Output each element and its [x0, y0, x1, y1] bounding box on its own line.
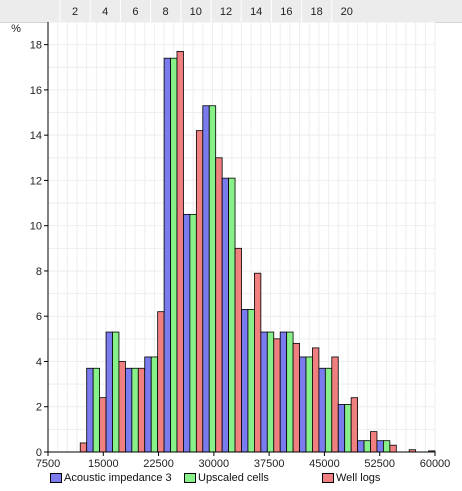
upscaled-cells-bar	[324, 367, 333, 453]
top-tick-label: 8	[163, 6, 169, 18]
acoustic-impedance-bar	[299, 356, 307, 453]
legend-strip	[0, 464, 462, 491]
x-tick-label: 60000	[420, 458, 451, 470]
x-tick-label: 7500	[36, 458, 60, 470]
well-logs-bar	[118, 361, 126, 453]
well-logs-bar	[312, 347, 320, 453]
x-tick-label: 52500	[364, 458, 395, 470]
top-tick-label: 6	[132, 6, 138, 18]
top-tick-label: 12	[220, 6, 232, 18]
upscaled-cells-bar	[228, 177, 236, 453]
upscaled-cells-bar	[208, 105, 217, 453]
acoustic-impedance-bar	[105, 331, 113, 453]
legend-swatch-upscaled-cells	[184, 473, 196, 483]
acoustic-impedance-bar	[163, 57, 171, 453]
y-axis-unit-label: %	[11, 23, 21, 35]
top-tick-label: 14	[250, 6, 262, 18]
legend: Acoustic impedance 3 Upscaled cells Well…	[0, 472, 462, 488]
acoustic-impedance-bar	[86, 367, 94, 453]
well-logs-bar	[99, 397, 107, 453]
well-logs-bar	[137, 367, 146, 453]
upscaled-cells-bar	[344, 404, 352, 453]
well-logs-bar	[157, 311, 165, 453]
y-tick-label: 16	[30, 85, 42, 97]
upscaled-cells-bar	[112, 331, 120, 453]
acoustic-impedance-bar	[144, 356, 152, 453]
upscaled-cells-bar	[266, 331, 275, 453]
upscaled-cells-bar	[363, 440, 371, 453]
acoustic-impedance-bar	[125, 367, 133, 453]
upscaled-cells-bar	[305, 356, 313, 453]
y-tick-label: 0	[36, 447, 42, 459]
x-tick-label: 15000	[88, 458, 119, 470]
top-tick-label: 20	[341, 6, 353, 18]
well-logs-bar	[370, 431, 378, 453]
upscaled-cells-bar	[131, 367, 139, 453]
y-tick-label: 2	[36, 402, 42, 414]
well-logs-bar	[215, 157, 223, 453]
well-logs-bar	[253, 272, 262, 453]
upscaled-cells-bar	[382, 440, 391, 453]
y-tick-label: 6	[36, 311, 42, 323]
y-tick-label: 10	[30, 221, 42, 233]
legend-item-well-logs: Well logs	[322, 472, 380, 484]
top-tick-label: 2	[72, 6, 78, 18]
well-logs-bar	[234, 247, 242, 453]
legend-label-upscaled-cells: Upscaled cells	[198, 472, 269, 484]
well-logs-bar	[389, 444, 397, 453]
legend-item-upscaled-cells: Upscaled cells	[184, 472, 269, 484]
upscaled-cells-bar	[286, 331, 294, 453]
acoustic-impedance-bar	[202, 105, 210, 453]
well-logs-bar	[350, 397, 358, 453]
x-tick-label: 22500	[143, 458, 174, 470]
x-tick-label: 30000	[199, 458, 230, 470]
acoustic-impedance-bar	[241, 309, 249, 453]
well-logs-bar	[331, 356, 339, 453]
acoustic-impedance-bar	[337, 404, 346, 453]
top-tick-label: 18	[310, 6, 322, 18]
upscaled-cells-bar	[92, 367, 101, 453]
upscaled-cells-bar	[189, 213, 197, 453]
acoustic-impedance-bar	[221, 177, 229, 453]
top-tick-label: 16	[280, 6, 292, 18]
legend-swatch-acoustic-impedance	[50, 473, 62, 483]
legend-label-acoustic-impedance: Acoustic impedance 3	[64, 472, 172, 484]
legend-label-well-logs: Well logs	[336, 472, 381, 484]
well-logs-bar	[195, 130, 204, 453]
well-logs-bar	[292, 342, 300, 453]
upscaled-cells-bar	[150, 356, 159, 453]
acoustic-impedance-bar	[279, 331, 288, 453]
acoustic-impedance-bar	[357, 440, 365, 453]
acoustic-impedance-bar	[260, 331, 268, 453]
x-tick-label: 45000	[309, 458, 340, 470]
y-tick-label: 4	[36, 356, 42, 368]
well-logs-bar	[273, 338, 281, 453]
y-tick-label: 8	[36, 266, 42, 278]
top-tick-label: 4	[102, 6, 108, 18]
top-tick-label: 10	[190, 6, 202, 18]
upscaled-cells-bar	[247, 309, 255, 453]
y-tick-label: 12	[30, 175, 42, 187]
acoustic-impedance-bar	[318, 367, 326, 453]
well-logs-bar	[176, 51, 184, 453]
acoustic-impedance-bar	[376, 440, 384, 453]
well-logs-bar	[79, 442, 88, 453]
y-tick-label: 14	[30, 130, 42, 142]
x-tick-label: 37500	[254, 458, 285, 470]
upscaled-cells-bar	[170, 57, 178, 453]
acoustic-impedance-bar	[183, 213, 191, 453]
y-tick-label: 18	[30, 40, 42, 52]
legend-swatch-well-logs	[322, 473, 334, 483]
legend-item-acoustic-impedance: Acoustic impedance 3	[50, 472, 172, 484]
